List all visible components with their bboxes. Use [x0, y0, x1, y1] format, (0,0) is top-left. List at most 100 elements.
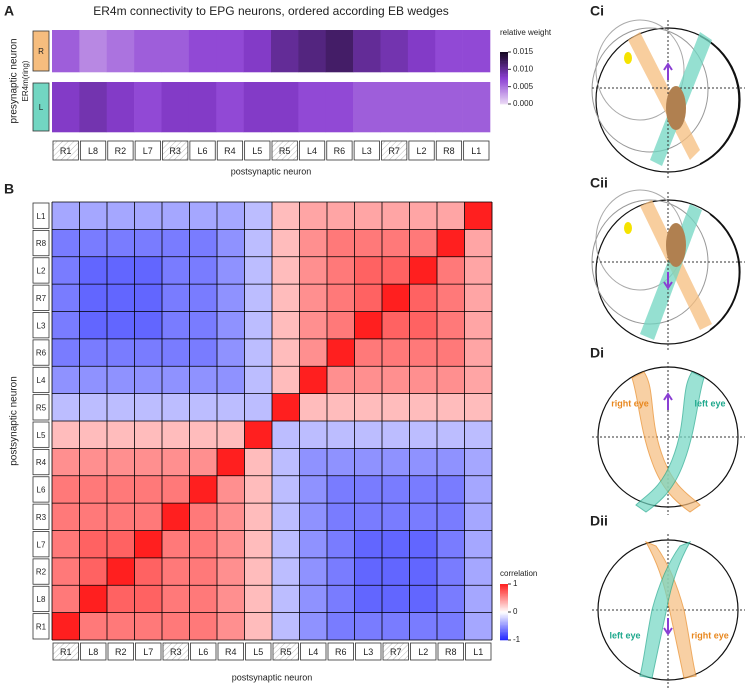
- y-axis-sublabel: ER4m(ring): [21, 60, 30, 101]
- heatmap-cell: [217, 202, 245, 230]
- heatmap-cell: [244, 448, 273, 477]
- category-box: [52, 642, 79, 661]
- category-box: [326, 140, 353, 161]
- heatmap-cell: [244, 229, 273, 258]
- colorbar-segment: [500, 607, 508, 610]
- heatmap-cell: [272, 557, 300, 586]
- diagram-di: right eye left eye: [592, 362, 745, 515]
- x-tick-label: L4: [308, 647, 318, 657]
- heatmap-cell: [107, 530, 135, 559]
- heatmap-cell: [382, 229, 410, 258]
- x-tick-label: L2: [418, 647, 428, 657]
- heatmap-cell: [189, 338, 218, 367]
- heatmap-cell: [464, 229, 493, 258]
- heatmap-cell: [327, 284, 355, 312]
- colorbar-segment: [500, 78, 508, 80]
- heatmap-cell: [217, 256, 245, 285]
- heatmap-cell: [107, 338, 135, 367]
- colorbar-segment: [500, 631, 508, 634]
- x-tick-label: R8: [445, 647, 457, 657]
- panel-label: Di: [590, 345, 604, 361]
- heatmap-cell: [354, 585, 383, 613]
- heatmap-cell: [217, 366, 245, 394]
- heatmap-cell: [325, 30, 354, 73]
- heatmap-cell: [382, 530, 410, 559]
- heatmap-cell: [52, 393, 80, 422]
- heatmap-cell: [107, 612, 135, 641]
- category-box: [32, 421, 50, 448]
- heatmap-cell: [162, 557, 190, 586]
- category-box: [32, 585, 50, 613]
- heatmap-cell: [52, 475, 80, 504]
- heatmap-cell: [327, 421, 355, 449]
- colorbar-segment: [500, 592, 508, 595]
- heatmap-cell: [217, 448, 245, 477]
- category-box: [463, 140, 490, 161]
- heatmap-cell: [272, 366, 300, 394]
- colorbar-segment: [500, 61, 508, 63]
- colorbar-tick-label: 0.000: [513, 99, 534, 108]
- x-tick-label: L3: [362, 146, 372, 156]
- heatmap-cell: [79, 557, 108, 586]
- heatmap-cell: [409, 530, 438, 559]
- heatmap-cell: [79, 421, 108, 449]
- category-box: [435, 140, 463, 161]
- category-box: [190, 642, 217, 661]
- heatmap-cell: [244, 503, 273, 531]
- colorbar-tick-label: 1: [513, 579, 518, 588]
- category-box: [217, 642, 244, 661]
- chart-title: ER4m connectivity to EPG neurons, ordere…: [93, 4, 449, 18]
- heatmap-cell: [134, 557, 163, 586]
- heatmap-cell: [272, 612, 300, 641]
- category-box: [244, 140, 271, 161]
- category-box: [300, 642, 327, 661]
- y-tick-label: R6: [36, 349, 47, 358]
- heatmap-cell: [354, 229, 383, 258]
- heatmap-cell: [464, 311, 493, 340]
- category-box: [32, 339, 50, 366]
- colorbar-segment: [500, 588, 508, 590]
- heatmap-cell: [217, 393, 245, 422]
- heatmap-cell: [437, 256, 465, 285]
- colorbar-segment: [500, 617, 508, 620]
- heatmap-cell: [217, 284, 245, 312]
- heatmap-cell: [217, 530, 245, 559]
- heatmap-cell: [382, 311, 410, 340]
- heatmap-cell: [327, 612, 355, 641]
- colorbar-segment: [500, 93, 508, 96]
- heatmap-cell: [244, 585, 273, 613]
- colorbar-segment: [500, 58, 508, 61]
- heatmap-cell: [382, 393, 410, 422]
- colorbar-segment: [500, 101, 508, 103]
- heatmap-cell: [354, 421, 383, 449]
- heatmap-cell: [464, 612, 493, 641]
- colorbar-segment: [500, 634, 508, 637]
- heatmap-cell: [162, 256, 190, 285]
- heatmap-cell: [134, 256, 163, 285]
- x-tick-label: R7: [388, 146, 400, 156]
- colorbar-segment: [500, 52, 508, 54]
- heatmap-cell: [382, 612, 410, 641]
- heatmap-cell: [382, 585, 410, 613]
- heatmap-cell: [354, 612, 383, 641]
- heatmap-cell: [327, 229, 355, 258]
- colorbar-segment: [500, 616, 508, 618]
- heatmap-cell: [189, 421, 218, 449]
- y-tick-label: L4: [37, 376, 46, 385]
- heatmap-cell: [52, 229, 80, 258]
- category-box: [437, 642, 464, 661]
- heatmap-cell: [327, 475, 355, 504]
- heatmap-cell: [107, 557, 135, 586]
- heatmap-cell: [298, 82, 327, 133]
- diagram-ci: [591, 19, 745, 180]
- eye-label: right eye: [691, 630, 729, 640]
- heatmap-cell: [272, 530, 300, 559]
- heatmap-cell: [107, 366, 135, 394]
- colorbar-segment: [500, 612, 508, 614]
- colorbar-segment: [500, 83, 508, 85]
- colorbar-segment: [500, 59, 508, 62]
- category-box: [32, 503, 50, 530]
- colorbar-label: correlation: [500, 569, 537, 578]
- heatmap-cell: [272, 448, 300, 477]
- category-box: [382, 642, 409, 661]
